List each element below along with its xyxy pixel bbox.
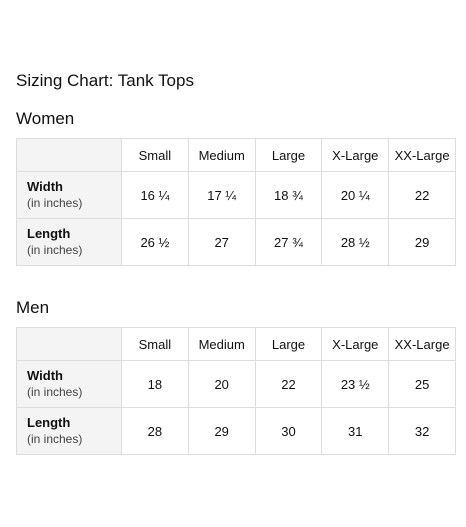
row-label: Length	[27, 415, 71, 430]
size-header-medium: Medium	[187, 138, 256, 172]
table-cell: 23 ½	[321, 360, 390, 408]
women-size-table: Small Medium Large X-Large XX-Large Widt…	[16, 138, 456, 266]
table-cell: 18 ¾	[254, 171, 323, 219]
table-row-length: Length (in inches) 28 29 30 31 32	[16, 407, 456, 455]
row-label: Width	[27, 179, 63, 194]
row-header-length: Length (in inches)	[16, 407, 122, 455]
table-cell: 27	[187, 218, 256, 266]
table-row-width: Width (in inches) 18 20 22 23 ½ 25	[16, 360, 456, 408]
table-cell: 22	[254, 360, 323, 408]
table-cell: 26 ½	[121, 218, 189, 266]
size-header-large: Large	[254, 138, 323, 172]
table-row-width: Width (in inches) 16 ¼ 17 ¼ 18 ¾ 20 ¼ 22	[16, 171, 456, 219]
row-label: Length	[27, 226, 71, 241]
table-cell: 32	[388, 407, 456, 455]
size-header-large: Large	[254, 327, 323, 361]
size-header-xx-large: XX-Large	[388, 327, 456, 361]
men-size-table: Small Medium Large X-Large XX-Large Widt…	[16, 327, 456, 455]
row-header-width: Width (in inches)	[16, 360, 122, 408]
table-cell: 28	[121, 407, 189, 455]
table-cell: 20	[187, 360, 256, 408]
size-header-x-large: X-Large	[321, 327, 390, 361]
table-cell: 22	[388, 171, 456, 219]
table-header-row: Small Medium Large X-Large XX-Large	[16, 327, 456, 361]
table-cell: 29	[388, 218, 456, 266]
size-header-small: Small	[121, 138, 189, 172]
row-unit: (in inches)	[27, 432, 83, 446]
page-title: Sizing Chart: Tank Tops	[16, 71, 194, 90]
table-corner-cell	[16, 138, 122, 172]
table-cell: 30	[254, 407, 323, 455]
table-corner-cell	[16, 327, 122, 361]
table-header-row: Small Medium Large X-Large XX-Large	[16, 138, 456, 172]
table-row-length: Length (in inches) 26 ½ 27 27 ¾ 28 ½ 29	[16, 218, 456, 266]
table-cell: 17 ¼	[187, 171, 256, 219]
table-cell: 16 ¼	[121, 171, 189, 219]
size-header-x-large: X-Large	[321, 138, 390, 172]
size-header-medium: Medium	[187, 327, 256, 361]
men-heading: Men	[16, 298, 50, 317]
women-heading: Women	[16, 109, 75, 128]
row-unit: (in inches)	[27, 243, 83, 257]
row-header-length: Length (in inches)	[16, 218, 122, 266]
table-cell: 31	[321, 407, 390, 455]
row-unit: (in inches)	[27, 385, 83, 399]
table-cell: 18	[121, 360, 189, 408]
size-header-small: Small	[121, 327, 189, 361]
size-header-xx-large: XX-Large	[388, 138, 456, 172]
row-header-width: Width (in inches)	[16, 171, 122, 219]
table-cell: 27 ¾	[254, 218, 323, 266]
row-label: Width	[27, 368, 63, 383]
table-cell: 29	[187, 407, 256, 455]
table-cell: 28 ½	[321, 218, 390, 266]
row-unit: (in inches)	[27, 196, 83, 210]
table-cell: 25	[388, 360, 456, 408]
table-cell: 20 ¼	[321, 171, 390, 219]
